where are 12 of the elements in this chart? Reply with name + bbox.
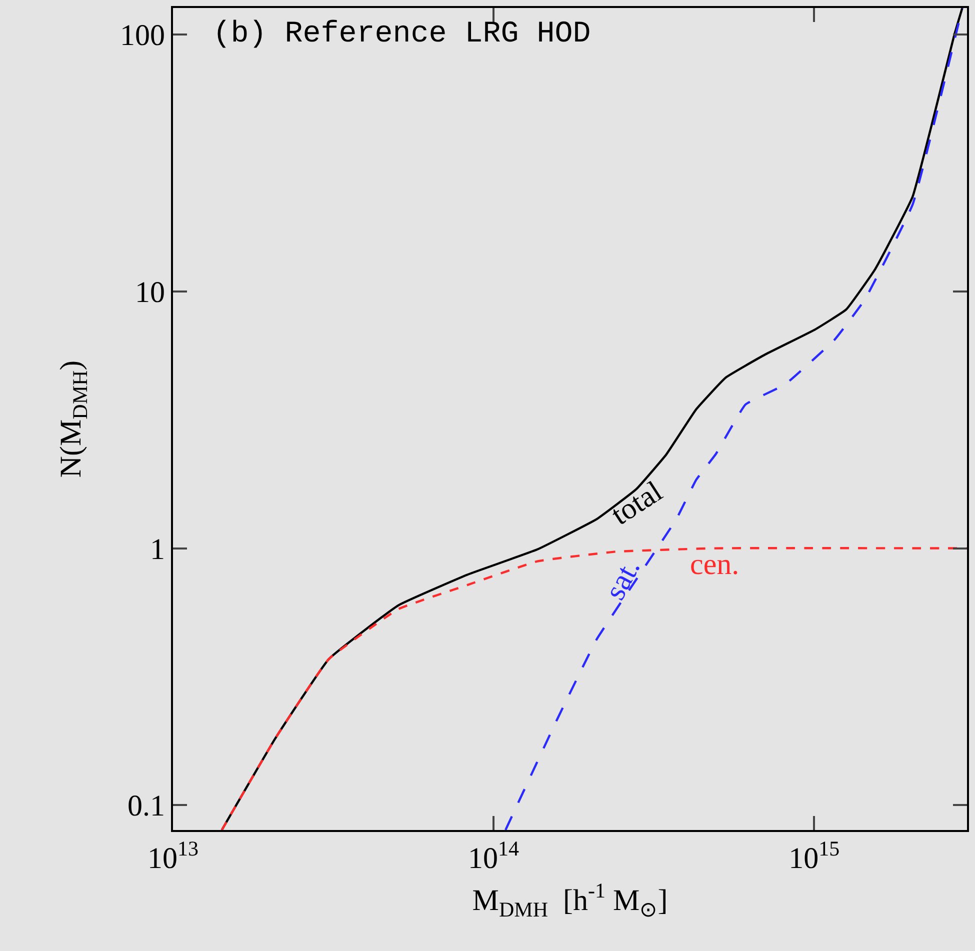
text: sat.: [598, 554, 647, 606]
series-label: cen.: [690, 548, 740, 581]
y-tick-label: 100: [120, 19, 165, 52]
x-axis-title: M$_{DMH}$ [h$^{-1}$ M$_{⊙}$]: [472, 878, 668, 922]
y-tick-label: 10: [135, 276, 165, 309]
x-tick-label: 10$^{15}$: [788, 836, 840, 875]
x-tick-label: 10$^{13}$: [148, 836, 198, 875]
text: total: [605, 474, 668, 532]
x-tick-label: 10$^{14}$: [468, 836, 520, 875]
y-tick-label: 0.1: [128, 790, 165, 823]
y-tick-label: 1: [150, 532, 165, 566]
chart-title: (b) Reference LRG HOD: [212, 17, 591, 52]
